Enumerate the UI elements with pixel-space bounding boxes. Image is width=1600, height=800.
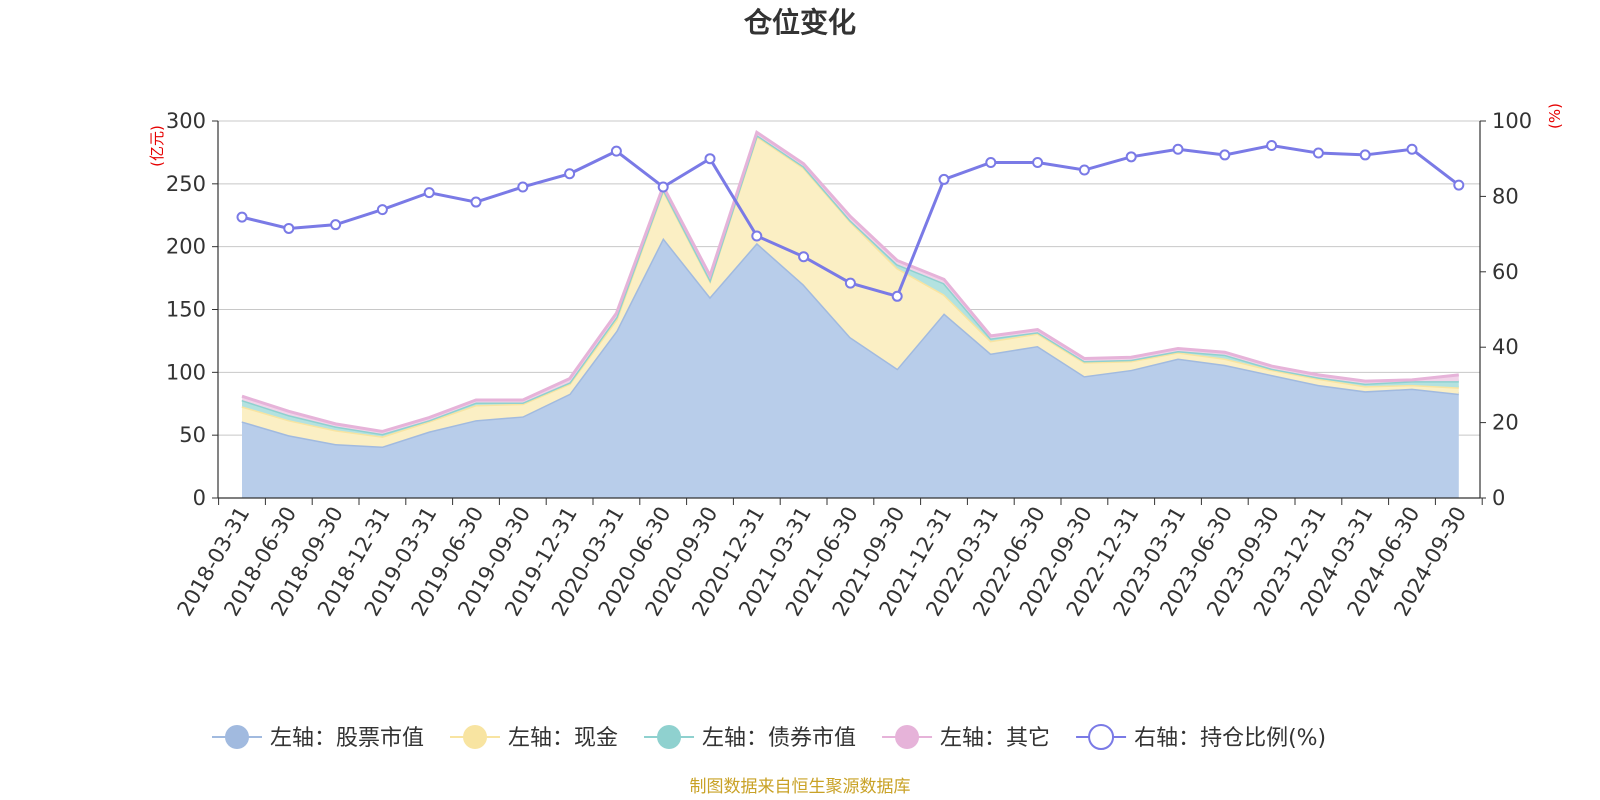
ratio-point	[330, 219, 342, 231]
right-tick-label: 40	[1492, 335, 1519, 359]
left-tick-label: 0	[193, 486, 206, 510]
ratio-point	[517, 181, 529, 193]
legend-swatch-marker	[895, 725, 920, 749]
legend-label: 左轴：现金	[508, 726, 618, 751]
legend-item[interactable]: 左轴：现金	[450, 725, 618, 751]
legend-item[interactable]: 左轴：债券市值	[644, 725, 856, 751]
ratio-point	[751, 230, 763, 242]
ratio-point	[1266, 140, 1278, 152]
legend-item[interactable]: 右轴：持仓比例(%)	[1076, 724, 1326, 751]
stacked-areas	[241, 129, 1459, 498]
left-axis-unit: (亿元)	[148, 125, 166, 167]
legend-swatch-marker	[657, 725, 682, 749]
ratio-point	[844, 277, 856, 289]
legend-item[interactable]: 左轴：其它	[882, 725, 1050, 751]
right-tick-label: 60	[1492, 260, 1519, 284]
ratio-point	[1125, 151, 1137, 163]
legend-item[interactable]: 左轴：股票市值	[212, 725, 424, 751]
ratio-point	[376, 204, 388, 216]
legend-swatch-marker	[1088, 724, 1115, 750]
legend[interactable]: 左轴：股票市值 左轴：现金 左轴：债券市值 左轴：其它 右轴：持仓比例(%)	[212, 724, 1326, 751]
right-tick-label: 100	[1492, 109, 1532, 133]
ratio-point	[1219, 149, 1231, 161]
left-tick-label: 100	[166, 360, 206, 384]
legend-swatch-marker	[463, 725, 488, 749]
ratio-point	[423, 187, 435, 199]
ratio-point	[1453, 179, 1465, 191]
area-左轴：现金	[242, 136, 1459, 447]
area-左轴：股票市值	[242, 237, 1459, 498]
ratio-point	[1078, 164, 1090, 176]
chart-title: 仓位变化	[744, 6, 856, 39]
right-tick-label: 20	[1492, 411, 1519, 435]
ratio-point	[1406, 143, 1418, 155]
right-axis-unit: (%)	[1546, 103, 1564, 129]
ratio-point	[891, 290, 903, 302]
left-tick-label: 300	[166, 109, 206, 133]
ratio-point	[657, 181, 669, 193]
ratio-point	[470, 196, 482, 208]
data-source-footer: 制图数据来自恒生聚源数据库	[690, 777, 911, 797]
area-edge-左轴：其它	[241, 129, 1459, 433]
ratio-point	[564, 168, 576, 180]
ratio-point	[704, 153, 716, 165]
legend-swatch-marker	[225, 725, 249, 749]
right-tick-label: 80	[1492, 184, 1519, 208]
ratio-point	[798, 251, 810, 263]
ratio-point	[610, 145, 622, 157]
ratio-point	[236, 211, 248, 223]
left-tick-label: 250	[166, 172, 206, 196]
legend-label: 左轴：其它	[940, 726, 1050, 751]
left-tick-label: 150	[166, 298, 206, 322]
ratio-point	[1032, 156, 1044, 168]
legend-label: 右轴：持仓比例(%)	[1134, 726, 1326, 751]
ratio-point	[1172, 143, 1184, 155]
ratio-point	[938, 173, 950, 185]
holding-ratio-line	[236, 140, 1465, 302]
legend-label: 左轴：债券市值	[702, 726, 856, 751]
ratio-point	[283, 222, 295, 234]
left-tick-label: 50	[179, 423, 206, 447]
ratio-point	[1359, 149, 1371, 161]
area-edge-左轴：股票市值	[241, 235, 1459, 448]
ratio-point	[1312, 147, 1324, 159]
right-tick-label: 0	[1492, 486, 1505, 510]
legend-label: 左轴：股票市值	[270, 726, 424, 751]
ratio-point	[985, 156, 997, 168]
left-tick-label: 200	[166, 235, 206, 259]
